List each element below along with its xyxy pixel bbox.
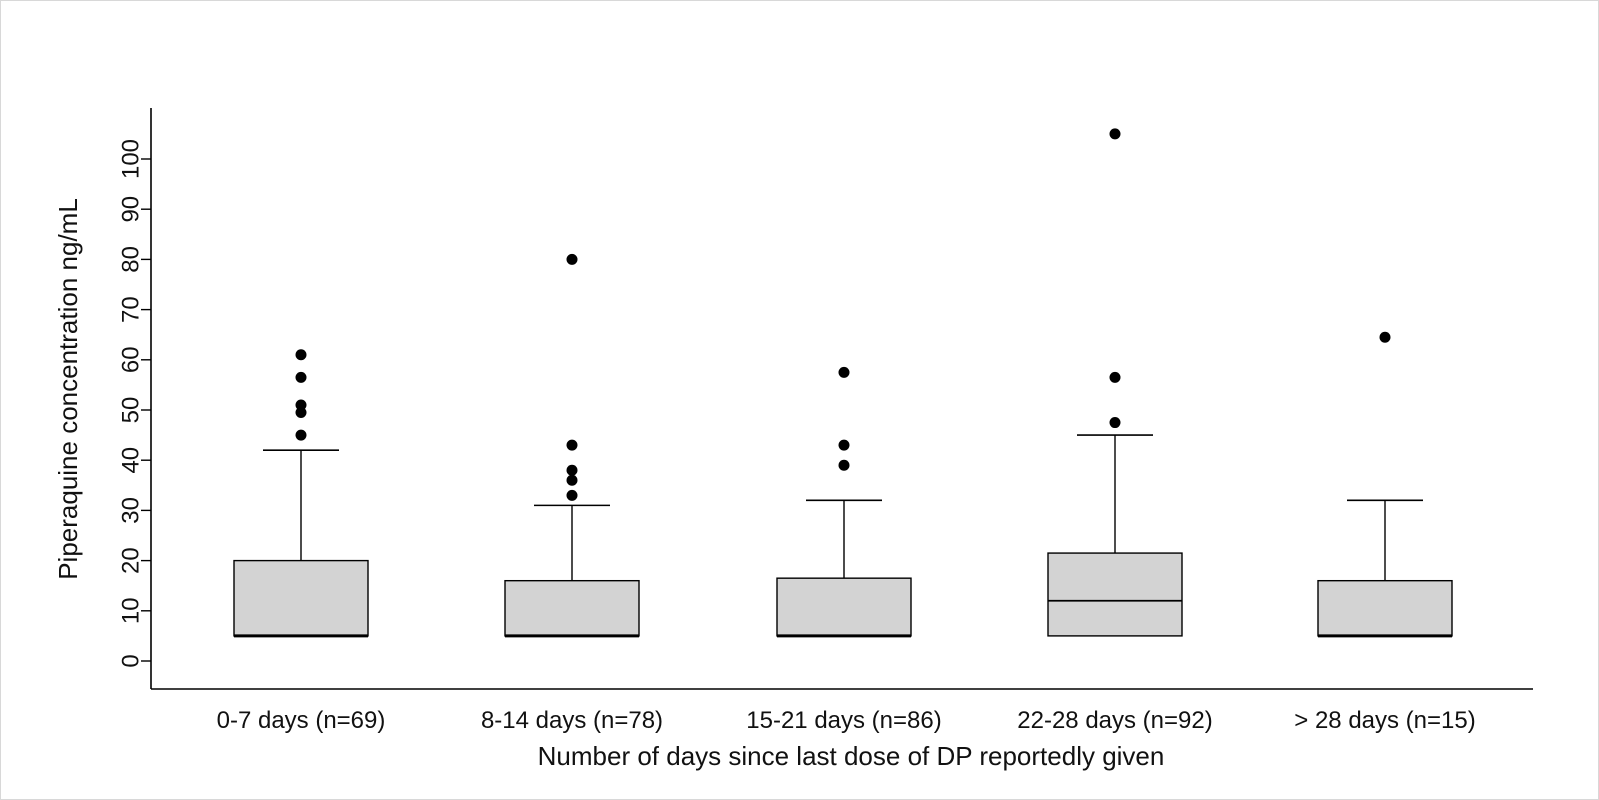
y-tick-label: 80 (117, 246, 144, 273)
y-tick-label: 90 (117, 196, 144, 223)
box (776, 577, 912, 637)
y-axis-title: Piperaquine concentration ng/mL (53, 198, 83, 580)
outlier-point (295, 399, 307, 411)
y-tick-label: 40 (117, 447, 144, 474)
outlier-point (566, 474, 578, 486)
y-tick-label: 30 (117, 497, 144, 524)
x-tick-label: 22-28 days (n=92) (1017, 707, 1212, 734)
outlier-point (295, 349, 307, 361)
x-tick-label: 8-14 days (n=78) (481, 707, 663, 734)
box-group (504, 253, 640, 638)
outlier-point (1109, 417, 1121, 429)
outlier-point (295, 429, 307, 441)
box-group (233, 349, 369, 638)
box (1047, 552, 1183, 637)
y-tick-label: 50 (117, 397, 144, 424)
x-axis: 0-7 days (n=69) 8-14 days (n=78) 15-21 day… (151, 688, 1533, 734)
outlier-point (295, 371, 307, 383)
y-tick-label: 100 (117, 139, 144, 179)
y-tick-label: 70 (117, 296, 144, 323)
box-group (1047, 128, 1183, 637)
y-tick-label: 20 (117, 547, 144, 574)
x-tick-label: > 28 days (n=15) (1294, 707, 1475, 734)
outlier-point (1109, 128, 1121, 140)
box (504, 579, 640, 637)
outlier-point (1109, 371, 1121, 383)
outlier-point (838, 459, 850, 471)
outlier-point (566, 489, 578, 501)
outlier-point (838, 439, 850, 451)
box-group (776, 366, 912, 638)
y-tick-label: 10 (117, 597, 144, 624)
outlier-point (1379, 331, 1391, 343)
box (233, 559, 369, 637)
outlier-point (566, 439, 578, 451)
outlier-point (566, 464, 578, 476)
x-axis-title: Number of days since last dose of DP rep… (538, 741, 1165, 771)
y-tick-label: 0 (117, 654, 144, 667)
box-group (1317, 331, 1453, 638)
y-tick-label: 60 (117, 346, 144, 373)
x-tick-label: 15-21 days (n=86) (746, 707, 941, 734)
boxes-group (233, 128, 1453, 638)
outlier-point (838, 366, 850, 378)
outlier-point (566, 253, 578, 265)
y-axis: 0 10 20 30 40 50 60 70 80 90 100 (117, 108, 152, 689)
box (1317, 579, 1453, 637)
outlier-point (295, 407, 307, 419)
x-tick-label: 0-7 days (n=69) (217, 707, 386, 734)
